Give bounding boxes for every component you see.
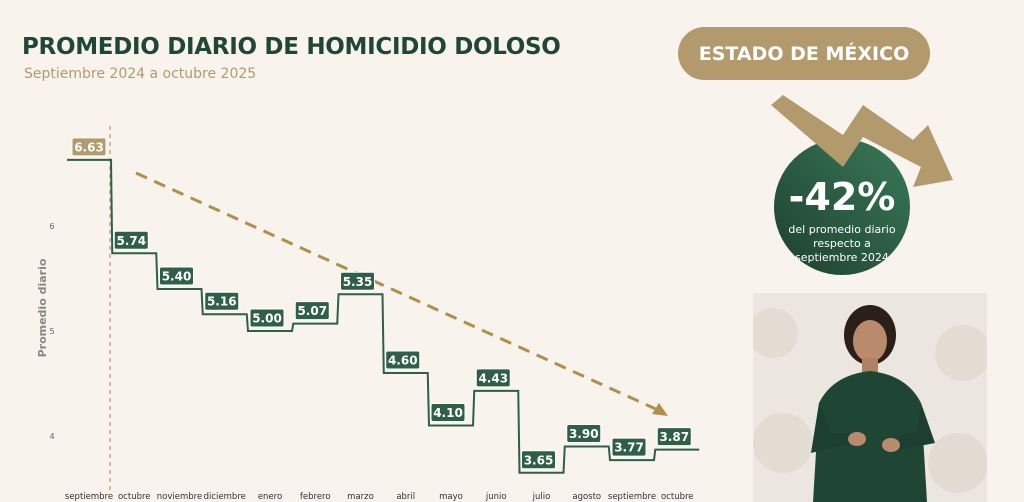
data-label: 5.74 [116, 234, 146, 248]
page-subtitle: Septiembre 2024 a octubre 2025 [24, 66, 257, 82]
data-label: 4.10 [433, 406, 463, 420]
data-label-box [204, 291, 240, 311]
data-label: 4.60 [388, 354, 418, 368]
data-label: 3.65 [524, 453, 554, 467]
x-tick-label: abril [396, 492, 415, 502]
y-tick-label: 6 [49, 222, 54, 231]
data-label: 6.63 [74, 140, 104, 154]
data-label-box [294, 301, 330, 321]
x-tick-label: marzo [347, 492, 374, 502]
x-tick-label: junio [485, 492, 507, 502]
region-pill: ESTADO DE MÉXICO [678, 27, 930, 80]
x-tick-label: mayo [439, 492, 463, 502]
y-tick-label: 4 [49, 432, 54, 441]
x-tick-label: septiembre [65, 492, 113, 502]
data-label-box [385, 350, 421, 370]
data-label: 3.90 [569, 427, 599, 441]
x-tick-label: octubre [118, 492, 151, 502]
data-label: 3.87 [659, 430, 689, 444]
x-tick-label: noviembre [157, 492, 202, 502]
data-label-box [566, 424, 602, 443]
data-label: 4.43 [478, 371, 508, 385]
data-label: 5.07 [297, 304, 327, 318]
trend-line [135, 171, 659, 412]
y-tick-label: 5 [49, 327, 54, 336]
page-title: PROMEDIO DIARIO DE HOMICIDIO DOLOSO [22, 34, 561, 60]
step-line [67, 158, 700, 474]
badge-circle [774, 139, 910, 275]
y-axis-label: Promedio diario [36, 258, 49, 357]
x-tick-label: agosto [572, 492, 601, 502]
badge-line-3: septiembre 2024 [795, 251, 889, 264]
data-label: 3.77 [614, 441, 644, 455]
data-label-box [611, 437, 647, 457]
sign-language-interpreter-video [753, 293, 987, 502]
data-label-box [249, 308, 285, 328]
data-label-box [71, 137, 107, 157]
badge-line-2: respecto a [813, 237, 871, 250]
percent-value: -42% [788, 175, 896, 219]
trend-arrowhead [652, 403, 668, 416]
step-chart: 4 5 6 Promedio diario 6.63 5.74 5.40 5.16 5.00 5.… [36, 126, 700, 502]
down-trend-arrow-icon [771, 95, 953, 187]
x-tick-label: julio [532, 492, 551, 502]
data-label-box [113, 230, 149, 250]
data-label-box [340, 271, 375, 291]
data-label-box [475, 368, 511, 388]
data-label-box [430, 403, 466, 422]
x-tick-label: febrero [300, 492, 331, 502]
data-label: 5.40 [162, 270, 192, 284]
x-tick-label: enero [258, 492, 282, 502]
data-label: 5.35 [343, 275, 373, 289]
data-label-box [521, 450, 556, 470]
data-label-box [656, 427, 692, 447]
reduction-badge: -42% del promedio diario respecto a sept… [758, 95, 953, 287]
x-tick-label: octubre [661, 492, 694, 502]
x-tick-label: septiembre [608, 492, 656, 502]
data-label: 5.00 [252, 312, 282, 326]
x-tick-label: diciembre [204, 492, 246, 502]
badge-line-1: del promedio diario [788, 223, 896, 236]
data-label-box [159, 266, 194, 286]
data-label: 5.16 [207, 295, 237, 309]
